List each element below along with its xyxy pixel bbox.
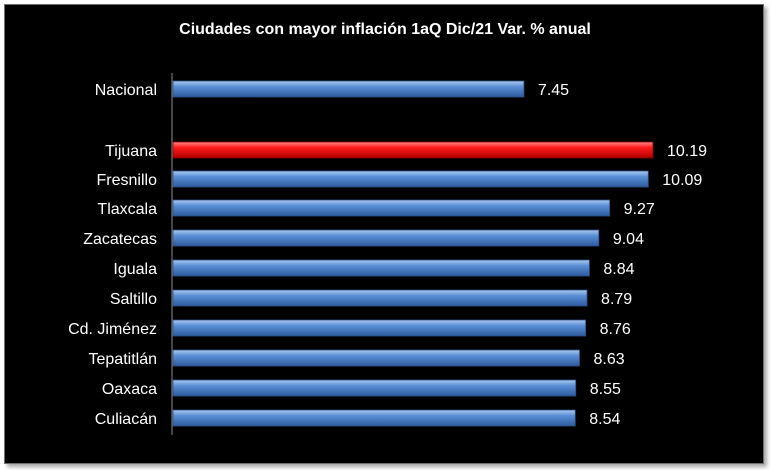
value-label-zacatecas: 9.04: [613, 231, 644, 248]
category-label-nacional: Nacional: [95, 82, 157, 99]
bar-saltillo: [172, 289, 588, 307]
bar-iguala: [172, 259, 590, 277]
bar-culiacan: [172, 409, 576, 427]
value-label-tepatitlan: 8.63: [594, 351, 625, 368]
bar-tijuana: [172, 141, 654, 159]
value-label-tijuana: 10.19: [667, 143, 707, 160]
bar-fresnillo: [172, 170, 649, 188]
value-label-culiacan: 8.54: [589, 411, 620, 428]
category-label-iguala: Iguala: [113, 261, 157, 278]
category-label-tlaxcala: Tlaxcala: [97, 201, 157, 218]
bar-tepatitlan: [172, 349, 580, 367]
value-label-iguala: 8.84: [603, 261, 634, 278]
bar-chart-plot: Nacional 7.45 Tijuana 10.19 Fresnillo 10.09 Tl…: [68, 73, 707, 435]
category-label-tijuana: Tijuana: [105, 143, 157, 160]
category-label-oaxaca: Oaxaca: [102, 381, 157, 398]
bar-nacional: [172, 80, 525, 98]
chart-frame: Ciudades con mayor inflación 1aQ Dic/21 …: [4, 4, 764, 464]
category-label-zacatecas: Zacatecas: [83, 231, 157, 248]
value-label-cd-jimenez: 8.76: [600, 321, 631, 338]
bar-zacatecas: [172, 229, 600, 247]
value-label-fresnillo: 10.09: [662, 172, 702, 189]
bar-cd-jimenez: [172, 319, 587, 337]
value-label-saltillo: 8.79: [601, 291, 632, 308]
value-label-nacional: 7.45: [538, 82, 569, 99]
category-label-fresnillo: Fresnillo: [97, 172, 158, 189]
category-label-cd-jimenez: Cd. Jiménez: [68, 321, 157, 338]
bar-tlaxcala: [172, 199, 611, 217]
value-label-oaxaca: 8.55: [590, 381, 621, 398]
value-label-tlaxcala: 9.27: [624, 201, 655, 218]
chart-title: Ciudades con mayor inflación 1aQ Dic/21 …: [179, 21, 591, 38]
bar-oaxaca: [172, 379, 577, 397]
category-label-tepatitlan: Tepatitlán: [89, 351, 158, 368]
category-label-saltillo: Saltillo: [110, 291, 157, 308]
category-label-culiacan: Culiacán: [95, 411, 157, 428]
